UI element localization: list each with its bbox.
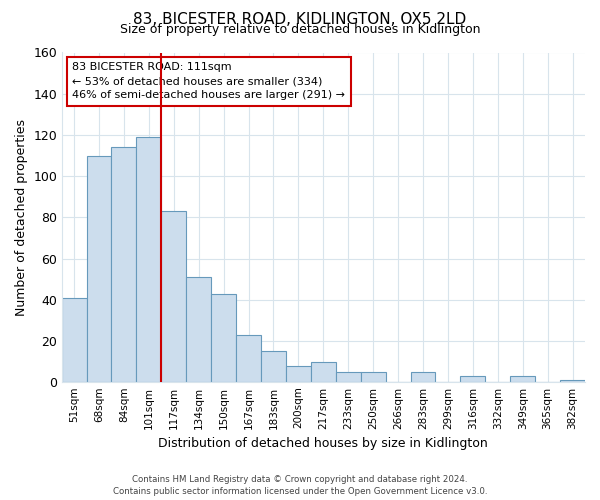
Bar [560,380,585,382]
Bar [336,372,361,382]
Bar [510,376,535,382]
Y-axis label: Number of detached properties: Number of detached properties [15,119,28,316]
Bar [86,156,112,382]
Bar [161,212,186,382]
Bar [186,277,211,382]
Bar [311,362,336,382]
Bar [361,372,386,382]
Bar [112,148,136,382]
Bar [286,366,311,382]
Bar [261,352,286,382]
Bar [62,298,86,382]
Bar [460,376,485,382]
Bar [410,372,436,382]
Text: Size of property relative to detached houses in Kidlington: Size of property relative to detached ho… [120,22,480,36]
Text: 83 BICESTER ROAD: 111sqm
← 53% of detached houses are smaller (334)
46% of semi-: 83 BICESTER ROAD: 111sqm ← 53% of detach… [72,62,345,100]
Text: 83, BICESTER ROAD, KIDLINGTON, OX5 2LD: 83, BICESTER ROAD, KIDLINGTON, OX5 2LD [133,12,467,28]
Bar [236,335,261,382]
Text: Contains HM Land Registry data © Crown copyright and database right 2024.
Contai: Contains HM Land Registry data © Crown c… [113,474,487,496]
X-axis label: Distribution of detached houses by size in Kidlington: Distribution of detached houses by size … [158,437,488,450]
Bar [136,137,161,382]
Bar [211,294,236,382]
